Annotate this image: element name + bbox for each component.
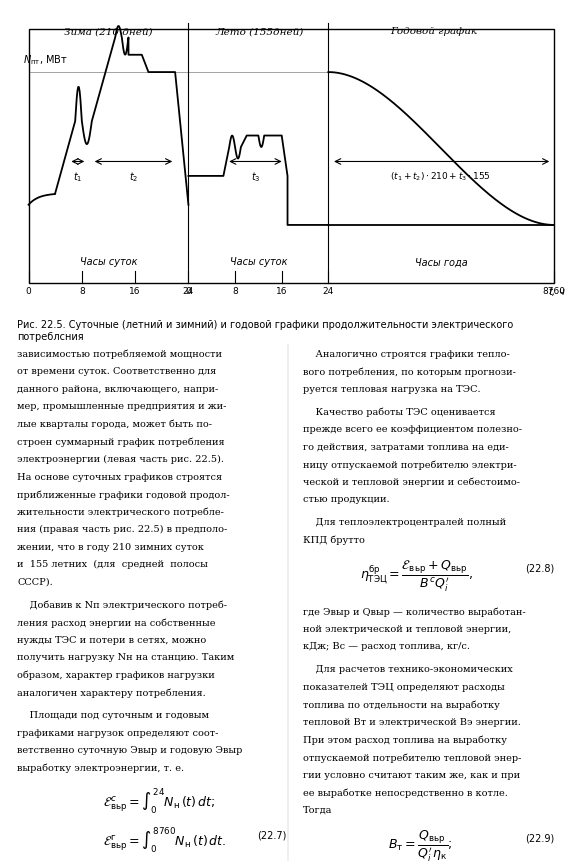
Text: образом, характер графиков нагрузки: образом, характер графиков нагрузки xyxy=(17,671,215,680)
Text: ния (правая часть рис. 22.5) в предполо-: ния (правая часть рис. 22.5) в предполо- xyxy=(17,525,227,535)
Text: Рис. 22.5. Суточные (летний и зимний) и годовой графики продолжительности электр: Рис. 22.5. Суточные (летний и зимний) и … xyxy=(17,320,513,342)
Text: Площади под суточным и годовым: Площади под суточным и годовым xyxy=(17,711,209,720)
Text: ницу отпускаемой потребителю электри-: ницу отпускаемой потребителю электри- xyxy=(303,460,516,469)
Text: Качество работы ТЭС оценивается: Качество работы ТЭС оценивается xyxy=(303,407,495,417)
Text: КПД брутто: КПД брутто xyxy=(303,536,364,545)
Text: ческой и тепловой энергии и себестоимо-: ческой и тепловой энергии и себестоимо- xyxy=(303,478,520,487)
Text: гии условно считают таким же, как и при: гии условно считают таким же, как и при xyxy=(303,771,520,779)
Text: от времени суток. Соответственно для: от времени суток. Соответственно для xyxy=(17,367,216,376)
Text: 24: 24 xyxy=(323,287,334,296)
Text: строен суммарный график потребления: строен суммарный график потребления xyxy=(17,437,225,447)
Text: $t_3$: $t_3$ xyxy=(251,170,260,184)
Text: нужды ТЭС и потери в сетях, можно: нужды ТЭС и потери в сетях, можно xyxy=(17,635,206,645)
Text: показателей ТЭЦ определяют расходы: показателей ТЭЦ определяют расходы xyxy=(303,683,504,691)
Text: $N_{\mathrm{пт}}$, МВт: $N_{\mathrm{пт}}$, МВт xyxy=(23,53,67,67)
Text: Часы суток: Часы суток xyxy=(80,257,137,268)
Text: аналогичен характеру потребления.: аналогичен характеру потребления. xyxy=(17,689,206,698)
Text: Тогда: Тогда xyxy=(303,806,332,815)
Bar xyxy=(29,28,554,282)
Text: электроэнергии (левая часть рис. 22.5).: электроэнергии (левая часть рис. 22.5). xyxy=(17,455,224,464)
Text: тепловой Вт и электрической Вэ энергии.: тепловой Вт и электрической Вэ энергии. xyxy=(303,718,521,727)
Text: 8760: 8760 xyxy=(542,287,565,296)
Text: зависимостью потребляемой мощности: зависимостью потребляемой мощности xyxy=(17,350,222,359)
Text: 8: 8 xyxy=(232,287,238,296)
Text: ветственно суточную Эвыр и годовую Эвыр: ветственно суточную Эвыр и годовую Эвыр xyxy=(17,746,243,755)
Text: $\mathcal{E}^{\mathrm{г}}_{\mathrm{вьр}} = \int_{0}^{8760} N_{\mathrm{н}}\,(t)\,: $\mathcal{E}^{\mathrm{г}}_{\mathrm{вьр}}… xyxy=(103,826,226,855)
Text: топлива по отдельности на выработку: топлива по отдельности на выработку xyxy=(303,700,500,709)
Text: Для теплоэлектроцентралей полный: Для теплоэлектроцентралей полный xyxy=(303,518,506,527)
Text: 16: 16 xyxy=(276,287,287,296)
Text: $\eta^{\mathrm{бр}}_{\mathrm{ТЭЦ}} = \dfrac{\mathcal{E}_{\mathrm{вьр}} + Q_{\mat: $\eta^{\mathrm{бр}}_{\mathrm{ТЭЦ}} = \df… xyxy=(360,558,473,593)
Text: $\mathcal{E}^{c}_{\mathrm{вьр}} = \int_{0}^{24} N_{\mathrm{н}}\,(t)\,dt;$: $\mathcal{E}^{c}_{\mathrm{вьр}} = \int_{… xyxy=(103,787,215,816)
Text: (22.9): (22.9) xyxy=(525,833,554,844)
Text: 0: 0 xyxy=(186,287,191,296)
Text: лые кварталы города, может быть по-: лые кварталы города, может быть по- xyxy=(17,420,212,430)
Text: (22.7): (22.7) xyxy=(257,831,286,840)
Text: жении, что в году 210 зимних суток: жении, что в году 210 зимних суток xyxy=(17,542,204,552)
Text: выработку электроэнергии, т. е.: выработку электроэнергии, т. е. xyxy=(17,764,184,773)
Text: и  155 летних  (для  средней  полосы: и 155 летних (для средней полосы xyxy=(17,561,208,569)
Text: отпускаемой потребителю тепловой энер-: отпускаемой потребителю тепловой энер- xyxy=(303,753,521,763)
Text: прежде всего ее коэффициентом полезно-: прежде всего ее коэффициентом полезно- xyxy=(303,425,522,434)
Text: $t$, ч: $t$, ч xyxy=(548,285,565,298)
Text: Часы года: Часы года xyxy=(415,257,468,268)
Text: При этом расход топлива на выработку: При этом расход топлива на выработку xyxy=(303,735,506,745)
Text: приближенные графики годовой продол-: приближенные графики годовой продол- xyxy=(17,490,230,499)
Text: ее выработке непосредственно в котле.: ее выработке непосредственно в котле. xyxy=(303,788,508,797)
Text: 8: 8 xyxy=(79,287,85,296)
Text: Лето (155дней): Лето (155дней) xyxy=(216,28,304,36)
Text: $B_{\mathrm{т}} = \dfrac{Q_{\mathrm{вьр}}}{Q^{\prime}_i\,\eta_{\mathrm{к}}};$: $B_{\mathrm{т}} = \dfrac{Q_{\mathrm{вьр}… xyxy=(388,828,453,861)
Text: Аналогично строятся графики тепло-: Аналогично строятся графики тепло- xyxy=(303,350,509,358)
Text: данного района, включающего, напри-: данного района, включающего, напри- xyxy=(17,385,218,393)
Text: 24: 24 xyxy=(183,287,194,296)
Text: СССР).: СССР). xyxy=(17,578,53,587)
Text: Добавив к Νп электрического потреб-: Добавив к Νп электрического потреб- xyxy=(17,601,227,610)
Text: стью продукции.: стью продукции. xyxy=(303,495,389,505)
Text: графиками нагрузок определяют соот-: графиками нагрузок определяют соот- xyxy=(17,728,219,738)
Text: 0: 0 xyxy=(26,287,31,296)
Text: Зима (210 дней): Зима (210 дней) xyxy=(65,28,152,36)
Text: мер, промышленные предприятия и жи-: мер, промышленные предприятия и жи- xyxy=(17,402,227,412)
Text: вого потребления, по которым прогнози-: вого потребления, по которым прогнози- xyxy=(303,367,516,376)
Text: ной электрической и тепловой энергии,: ной электрической и тепловой энергии, xyxy=(303,625,511,634)
Text: На основе суточных графиков строятся: На основе суточных графиков строятся xyxy=(17,473,222,481)
Text: Часы суток: Часы суток xyxy=(230,257,287,268)
Text: (22.8): (22.8) xyxy=(525,563,554,573)
Text: ления расход энергии на собственные: ления расход энергии на собственные xyxy=(17,618,216,628)
Text: жительности электрического потребле-: жительности электрического потребле- xyxy=(17,508,224,517)
Text: где Эвыр и Qвыр — количество выработан-: где Эвыр и Qвыр — количество выработан- xyxy=(303,607,525,616)
Text: 16: 16 xyxy=(130,287,141,296)
Text: Годовой график: Годовой график xyxy=(391,28,477,36)
Text: $t_2$: $t_2$ xyxy=(129,170,138,184)
Text: получить нагрузку Νн на станцию. Таким: получить нагрузку Νн на станцию. Таким xyxy=(17,653,234,662)
Text: Для расчетов технико-экономических: Для расчетов технико-экономических xyxy=(303,666,512,674)
Text: руется тепловая нагрузка на ТЭС.: руется тепловая нагрузка на ТЭС. xyxy=(303,385,480,393)
Text: $(t_1+t_2)\cdot 210+t_3\cdot 155$: $(t_1+t_2)\cdot 210+t_3\cdot 155$ xyxy=(390,170,490,183)
Text: кДж; Bc — расход топлива, кг/с.: кДж; Bc — расход топлива, кг/с. xyxy=(303,642,469,652)
Text: го действия, затратами топлива на еди-: го действия, затратами топлива на еди- xyxy=(303,443,508,451)
Text: $t_1$: $t_1$ xyxy=(73,170,83,184)
